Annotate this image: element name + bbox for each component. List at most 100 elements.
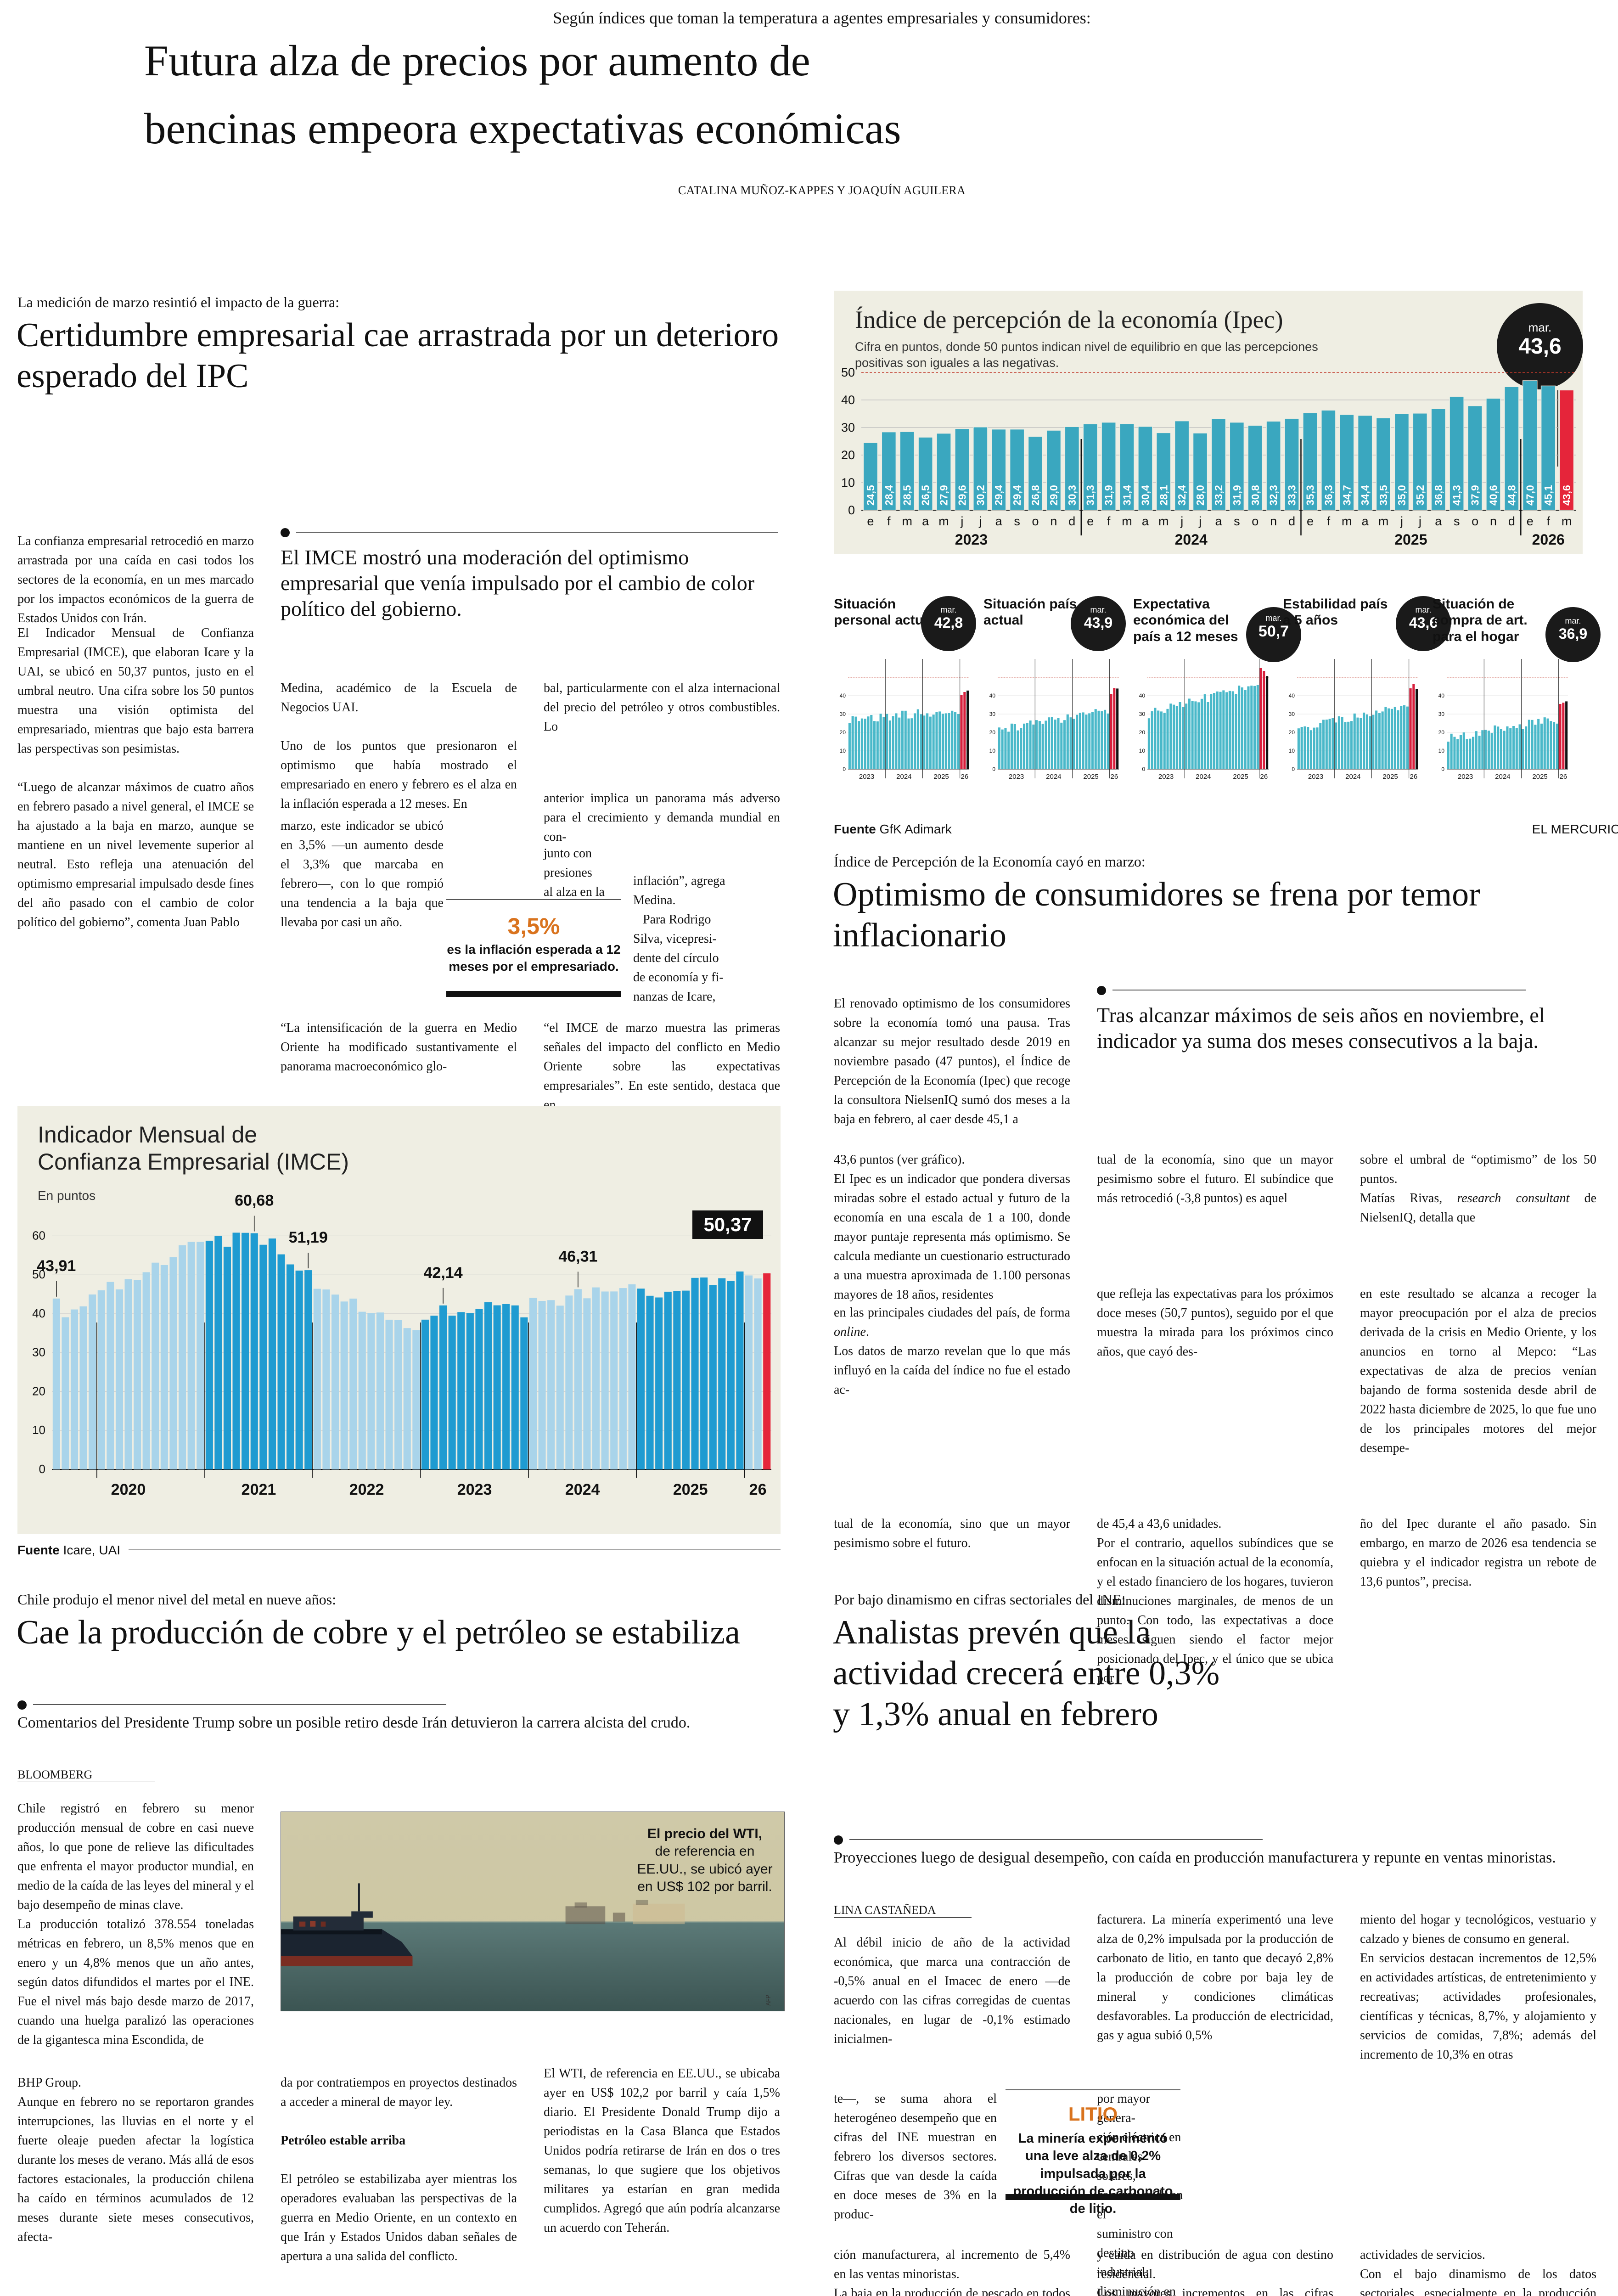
svg-text:10: 10 — [841, 476, 855, 490]
svg-text:10: 10 — [32, 1423, 45, 1437]
svg-text:e: e — [1307, 514, 1314, 528]
svg-text:0: 0 — [848, 503, 855, 517]
svg-text:26: 26 — [961, 773, 969, 781]
svg-text:43,91: 43,91 — [37, 1257, 76, 1275]
svg-text:31,9: 31,9 — [1231, 485, 1243, 506]
svg-text:30: 30 — [32, 1345, 45, 1359]
svg-text:30: 30 — [1289, 711, 1295, 717]
svg-text:27,9: 27,9 — [938, 485, 950, 506]
svg-text:43,6: 43,6 — [1561, 485, 1573, 506]
svg-text:31,4: 31,4 — [1121, 485, 1133, 506]
svg-text:30,8: 30,8 — [1249, 485, 1261, 506]
svg-text:2025: 2025 — [1233, 773, 1248, 781]
svg-text:f: f — [887, 514, 891, 528]
svg-text:40: 40 — [841, 393, 855, 407]
svg-text:29,4: 29,4 — [993, 485, 1005, 506]
svg-text:a: a — [1435, 514, 1442, 528]
svg-text:2024: 2024 — [1345, 773, 1360, 781]
svg-text:34,7: 34,7 — [1341, 485, 1353, 506]
svg-text:30,3: 30,3 — [1066, 485, 1078, 506]
svg-text:e: e — [867, 514, 874, 528]
svg-text:36,3: 36,3 — [1322, 485, 1334, 506]
svg-text:2020: 2020 — [111, 1481, 146, 1498]
svg-text:2023: 2023 — [1009, 773, 1024, 781]
svg-text:m: m — [938, 514, 949, 528]
svg-text:10: 10 — [1139, 748, 1146, 754]
svg-text:26: 26 — [1260, 773, 1268, 781]
svg-text:30,2: 30,2 — [974, 485, 986, 506]
svg-text:20: 20 — [32, 1384, 45, 1398]
svg-text:33,5: 33,5 — [1377, 485, 1389, 506]
svg-text:29,4: 29,4 — [1011, 485, 1023, 506]
svg-text:n: n — [1490, 514, 1497, 528]
svg-text:2025: 2025 — [1382, 773, 1398, 781]
svg-text:m: m — [902, 514, 912, 528]
svg-text:2024: 2024 — [565, 1481, 600, 1498]
svg-text:0: 0 — [992, 766, 995, 772]
svg-text:40: 40 — [32, 1306, 45, 1320]
svg-text:2023: 2023 — [457, 1481, 492, 1498]
svg-text:10: 10 — [1289, 748, 1295, 754]
svg-text:20: 20 — [840, 729, 846, 736]
svg-text:60,68: 60,68 — [235, 1192, 274, 1210]
svg-text:30: 30 — [989, 711, 996, 717]
svg-text:j: j — [1418, 514, 1421, 528]
svg-text:d: d — [1068, 514, 1075, 528]
svg-text:AFP: AFP — [764, 1995, 772, 2006]
svg-text:j: j — [978, 514, 982, 528]
svg-text:10: 10 — [1438, 748, 1445, 754]
svg-text:20: 20 — [841, 448, 855, 462]
svg-text:0: 0 — [1142, 766, 1145, 772]
svg-text:20: 20 — [1438, 729, 1445, 736]
svg-text:30: 30 — [1139, 711, 1146, 717]
svg-text:2023: 2023 — [1458, 773, 1473, 781]
svg-text:29,0: 29,0 — [1048, 485, 1060, 506]
svg-text:50: 50 — [841, 366, 855, 379]
svg-text:10: 10 — [989, 748, 996, 754]
svg-text:2025: 2025 — [1394, 531, 1427, 548]
svg-text:2023: 2023 — [1308, 773, 1323, 781]
svg-text:2026: 2026 — [1532, 531, 1565, 548]
svg-text:a: a — [1215, 514, 1222, 528]
svg-text:41,3: 41,3 — [1451, 485, 1463, 506]
svg-text:33,2: 33,2 — [1213, 485, 1225, 506]
svg-text:20: 20 — [1139, 729, 1146, 736]
svg-text:32,4: 32,4 — [1176, 485, 1188, 506]
svg-text:26: 26 — [1111, 773, 1118, 781]
svg-text:m: m — [1562, 514, 1572, 528]
svg-text:44,8: 44,8 — [1506, 485, 1517, 506]
svg-text:35,2: 35,2 — [1414, 485, 1426, 506]
svg-text:o: o — [1252, 514, 1258, 528]
svg-text:2024: 2024 — [1046, 773, 1061, 781]
svg-text:a: a — [922, 514, 929, 528]
svg-text:24,5: 24,5 — [865, 485, 876, 506]
svg-text:47,0: 47,0 — [1524, 485, 1536, 506]
svg-text:40: 40 — [1289, 692, 1295, 699]
svg-text:o: o — [1472, 514, 1478, 528]
svg-text:2024: 2024 — [1175, 531, 1208, 548]
svg-text:31,3: 31,3 — [1084, 485, 1096, 506]
svg-text:35,3: 35,3 — [1304, 485, 1316, 506]
svg-text:2024: 2024 — [896, 773, 911, 781]
svg-text:2023: 2023 — [955, 531, 988, 548]
svg-text:0: 0 — [1441, 766, 1444, 772]
svg-text:0: 0 — [39, 1462, 45, 1476]
svg-text:30,4: 30,4 — [1139, 485, 1151, 506]
svg-text:d: d — [1288, 514, 1295, 528]
svg-text:d: d — [1508, 514, 1515, 528]
svg-text:28,0: 28,0 — [1194, 485, 1206, 506]
svg-text:37,9: 37,9 — [1469, 485, 1481, 506]
svg-text:30: 30 — [841, 421, 855, 434]
svg-text:s: s — [1234, 514, 1240, 528]
svg-text:a: a — [1362, 514, 1369, 528]
svg-text:2025: 2025 — [1083, 773, 1098, 781]
svg-text:j: j — [960, 514, 963, 528]
svg-text:f: f — [1327, 514, 1331, 528]
svg-text:2024: 2024 — [1196, 773, 1211, 781]
svg-text:51,19: 51,19 — [289, 1229, 328, 1246]
svg-text:0: 0 — [843, 766, 846, 772]
svg-text:60: 60 — [32, 1228, 45, 1242]
svg-text:35,0: 35,0 — [1396, 485, 1408, 506]
svg-text:n: n — [1050, 514, 1057, 528]
svg-text:40: 40 — [840, 692, 846, 699]
